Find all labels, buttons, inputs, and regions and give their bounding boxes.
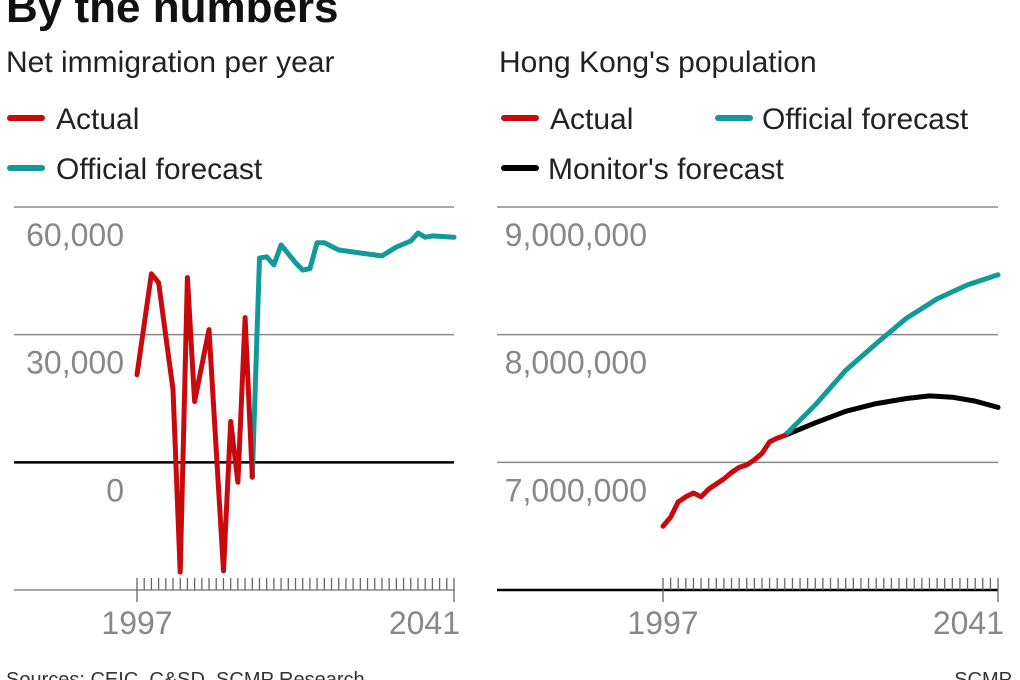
y-tick-label: 7,000,000 (505, 472, 647, 508)
legend-label-official: Official forecast (762, 103, 969, 136)
y-tick-label: 60,000 (26, 217, 124, 253)
x-tick-label: 2041 (933, 605, 1004, 641)
sources-note: Sources: CEIC, C&SD, SCMP Research (6, 669, 365, 680)
x-tick-label: 1997 (627, 605, 698, 641)
series-line-monitor-s-forecast (782, 393, 1001, 438)
right-chart-title: Hong Kong's population (499, 46, 817, 79)
figure-title: By the numbers (6, 0, 339, 32)
y-tick-label: 8,000,000 (505, 345, 647, 381)
series-line-actual (134, 271, 255, 575)
series-line-official-forecast (249, 230, 457, 480)
legend-label-actual: Actual (550, 103, 633, 136)
legend-label-actual: Actual (56, 103, 139, 136)
y-tick-label: 0 (106, 472, 124, 508)
series-line-official-forecast (782, 272, 1001, 438)
left-chart-title: Net immigration per year (6, 46, 334, 79)
left-plot: 60,000 30,000 0 1997 2041 (14, 206, 460, 641)
right-plot: 9,000,000 8,000,000 7,000,000 1997 2041 (497, 206, 1004, 641)
series-line-actual (660, 433, 788, 529)
left-legend: Actual Official forecast (7, 103, 263, 186)
legend-label-monitor: Monitor's forecast (548, 153, 784, 186)
credit: SCMP (954, 669, 1012, 680)
right-legend: Actual Official forecast Monitor's forec… (501, 103, 969, 186)
x-tick-label: 2041 (389, 605, 460, 641)
legend-label-official: Official forecast (56, 153, 263, 186)
x-tick-label: 1997 (101, 605, 172, 641)
y-tick-label: 30,000 (26, 345, 124, 381)
y-tick-label: 9,000,000 (505, 217, 647, 253)
